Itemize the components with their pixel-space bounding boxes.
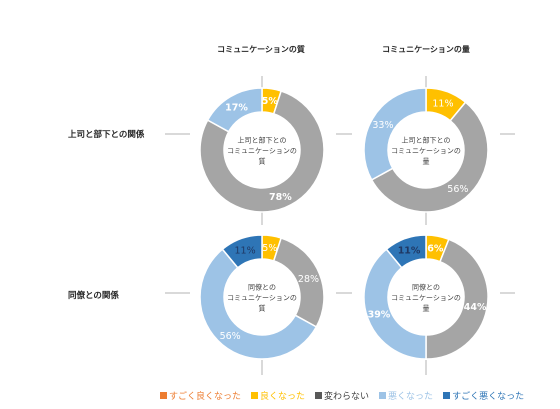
legend-item: 良くなった [251, 389, 305, 402]
center-label: 量 [423, 305, 430, 313]
row-title-colleague: 同僚との関係 [68, 291, 119, 301]
center-label: 同僚との [248, 283, 276, 292]
donut-slice [425, 238, 489, 360]
center-label: コミュニケーションの [227, 294, 297, 302]
data-label: 11% [235, 245, 256, 256]
center-label: 同僚との [412, 283, 440, 292]
center-label: コミュニケーションの [227, 147, 297, 155]
legend-item: 変わらない [315, 389, 369, 402]
data-label: 11% [398, 245, 421, 256]
legend-swatch [315, 391, 323, 399]
data-label: 56% [447, 184, 468, 195]
legend-label: すごく悪くなった [452, 391, 525, 402]
data-label: 5% [262, 96, 279, 107]
center-label: 上司と部下との [238, 136, 287, 145]
donut-slice [370, 101, 489, 213]
donut-slice [206, 87, 263, 133]
data-label: 11% [432, 98, 453, 109]
legend-label: 変わらない [324, 391, 370, 402]
legend: すごく良くなった 良くなった 変わらない 悪くなった すごく悪くなった [160, 387, 550, 403]
column-title-quality: コミュニケーションの質 [217, 45, 305, 54]
legend-label: 悪くなった [388, 391, 434, 402]
donut-slice [363, 248, 427, 360]
donut-slice [221, 234, 263, 269]
legend-swatch [379, 391, 387, 399]
legend-item: すごく良くなった [160, 389, 241, 402]
column-title-quantity: コミュニケーションの量 [382, 45, 470, 54]
data-label: 39% [368, 309, 391, 320]
donut-slice [199, 90, 325, 213]
data-label: 33% [372, 120, 393, 131]
center-label: 質 [259, 157, 266, 166]
row-title-boss-subordinate: 上司と部下との関係 [68, 130, 145, 140]
center-label: 上司と部下との [402, 136, 451, 145]
donut-slice [385, 234, 427, 269]
donut-slice [363, 87, 427, 181]
legend-label: すごく良くなった [169, 391, 242, 402]
data-label: 44% [464, 302, 487, 313]
center-label: コミュニケーションの [391, 147, 461, 155]
data-label: 5% [262, 243, 277, 254]
donut-slice [199, 248, 318, 360]
data-label: 56% [220, 331, 241, 342]
center-label: 質 [259, 304, 266, 313]
legend-label: 良くなった [260, 391, 306, 402]
data-label: 17% [225, 102, 248, 113]
legend-item: 悪くなった [379, 389, 433, 402]
data-label: 6% [427, 243, 444, 254]
data-label: 28% [298, 274, 319, 285]
center-label: コミュニケーションの [391, 294, 461, 302]
legend-swatch [160, 391, 167, 399]
legend-swatch [443, 391, 451, 399]
center-label: 量 [423, 158, 430, 166]
data-label: 78% [269, 192, 292, 203]
legend-item: すごく悪くなった [443, 389, 524, 402]
legend-swatch [251, 391, 259, 399]
